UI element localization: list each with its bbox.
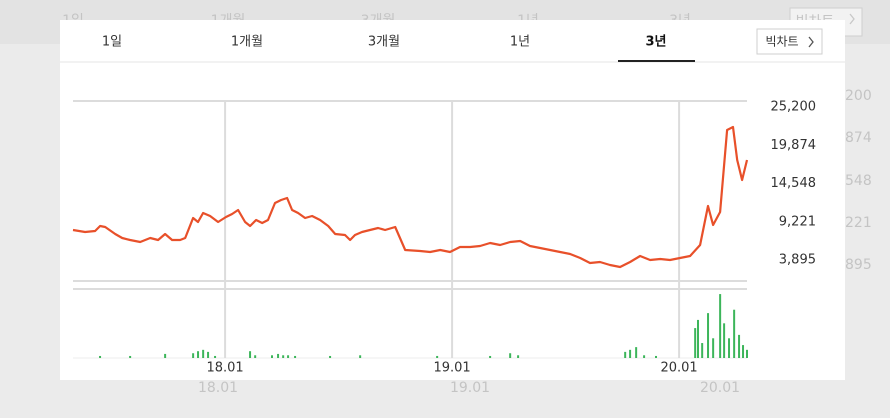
y-tick-label: 14,548 — [771, 176, 817, 191]
volume-bar — [254, 355, 257, 358]
volume-bar — [329, 355, 332, 358]
volume-bar — [624, 351, 627, 358]
background-axis-label: 874 — [845, 130, 872, 146]
background-date-label: 18.01 — [198, 380, 238, 396]
volume-bar — [694, 328, 697, 358]
volume-bar — [164, 353, 167, 358]
tab[interactable]: 1개월 — [231, 35, 263, 50]
volume-bar — [489, 355, 492, 358]
x-tick-label: 18.01 — [206, 361, 243, 376]
volume-bar — [271, 355, 274, 358]
tab[interactable]: 1년 — [510, 35, 530, 50]
tab-underline — [618, 60, 695, 62]
volume-bar — [294, 355, 297, 358]
volume-bar — [707, 313, 710, 358]
volume-bar — [517, 355, 520, 358]
big-chart-button-label[interactable]: 빅차트 — [765, 35, 798, 49]
volume-bar — [712, 338, 715, 358]
y-tick-label: 19,874 — [771, 138, 817, 153]
volume-bar — [197, 351, 200, 358]
volume-bar — [742, 345, 745, 358]
price-line — [72, 125, 749, 269]
volume-bar — [728, 338, 731, 358]
tabs: 1일 1개월 3개월 1년 3년 — [102, 35, 695, 62]
background-axis-label: 895 — [845, 257, 872, 273]
volume-bar — [629, 349, 632, 358]
volume-bar — [359, 355, 362, 358]
volume-bar — [192, 353, 195, 358]
y-tick-label: 9,221 — [779, 214, 816, 229]
volume-bar — [733, 309, 736, 358]
y-tick-label: 3,895 — [779, 252, 816, 267]
volume-bar — [277, 353, 280, 358]
volume-bar — [202, 349, 205, 358]
volume-bar — [719, 294, 722, 358]
volume-bar — [701, 343, 704, 358]
background-axis-label: 548 — [845, 173, 872, 189]
big-chart-button[interactable] — [756, 28, 823, 55]
volume-bar — [655, 355, 658, 358]
tab[interactable]: 1일 — [102, 35, 122, 50]
volume-bar — [697, 319, 700, 358]
volume-bar — [643, 355, 646, 358]
volume-bar — [287, 355, 290, 358]
x-tick-label: 20.01 — [660, 361, 697, 376]
volume-bar — [214, 355, 217, 358]
chevron-icon — [808, 36, 814, 48]
volume-bar — [99, 355, 102, 358]
tab[interactable]: 3년 — [645, 35, 666, 50]
background-axis-label: 221 — [845, 215, 872, 231]
background-date-label: 20.01 — [700, 380, 740, 396]
volume-bar — [723, 323, 726, 358]
background-axis-label: 200 — [845, 88, 872, 104]
background-date-label: 19.01 — [450, 380, 490, 396]
x-tick-label: 19.01 — [433, 361, 470, 376]
y-tick-label: 25,200 — [771, 100, 817, 115]
volume-bar — [436, 355, 439, 358]
tab[interactable]: 3개월 — [368, 35, 400, 50]
volume-bar — [282, 355, 285, 358]
volume-bar — [635, 347, 638, 358]
volume-bar — [129, 355, 132, 358]
background-chevron — [849, 13, 855, 25]
plot: 18.01 19.01 20.01 25,200 19,874 14,548 9,221 3,… — [72, 100, 817, 376]
volume-bar — [746, 349, 748, 358]
volume-bar — [738, 334, 741, 358]
volume-bar — [249, 351, 252, 358]
volume-bar — [509, 353, 512, 358]
volume-bar — [207, 351, 210, 358]
